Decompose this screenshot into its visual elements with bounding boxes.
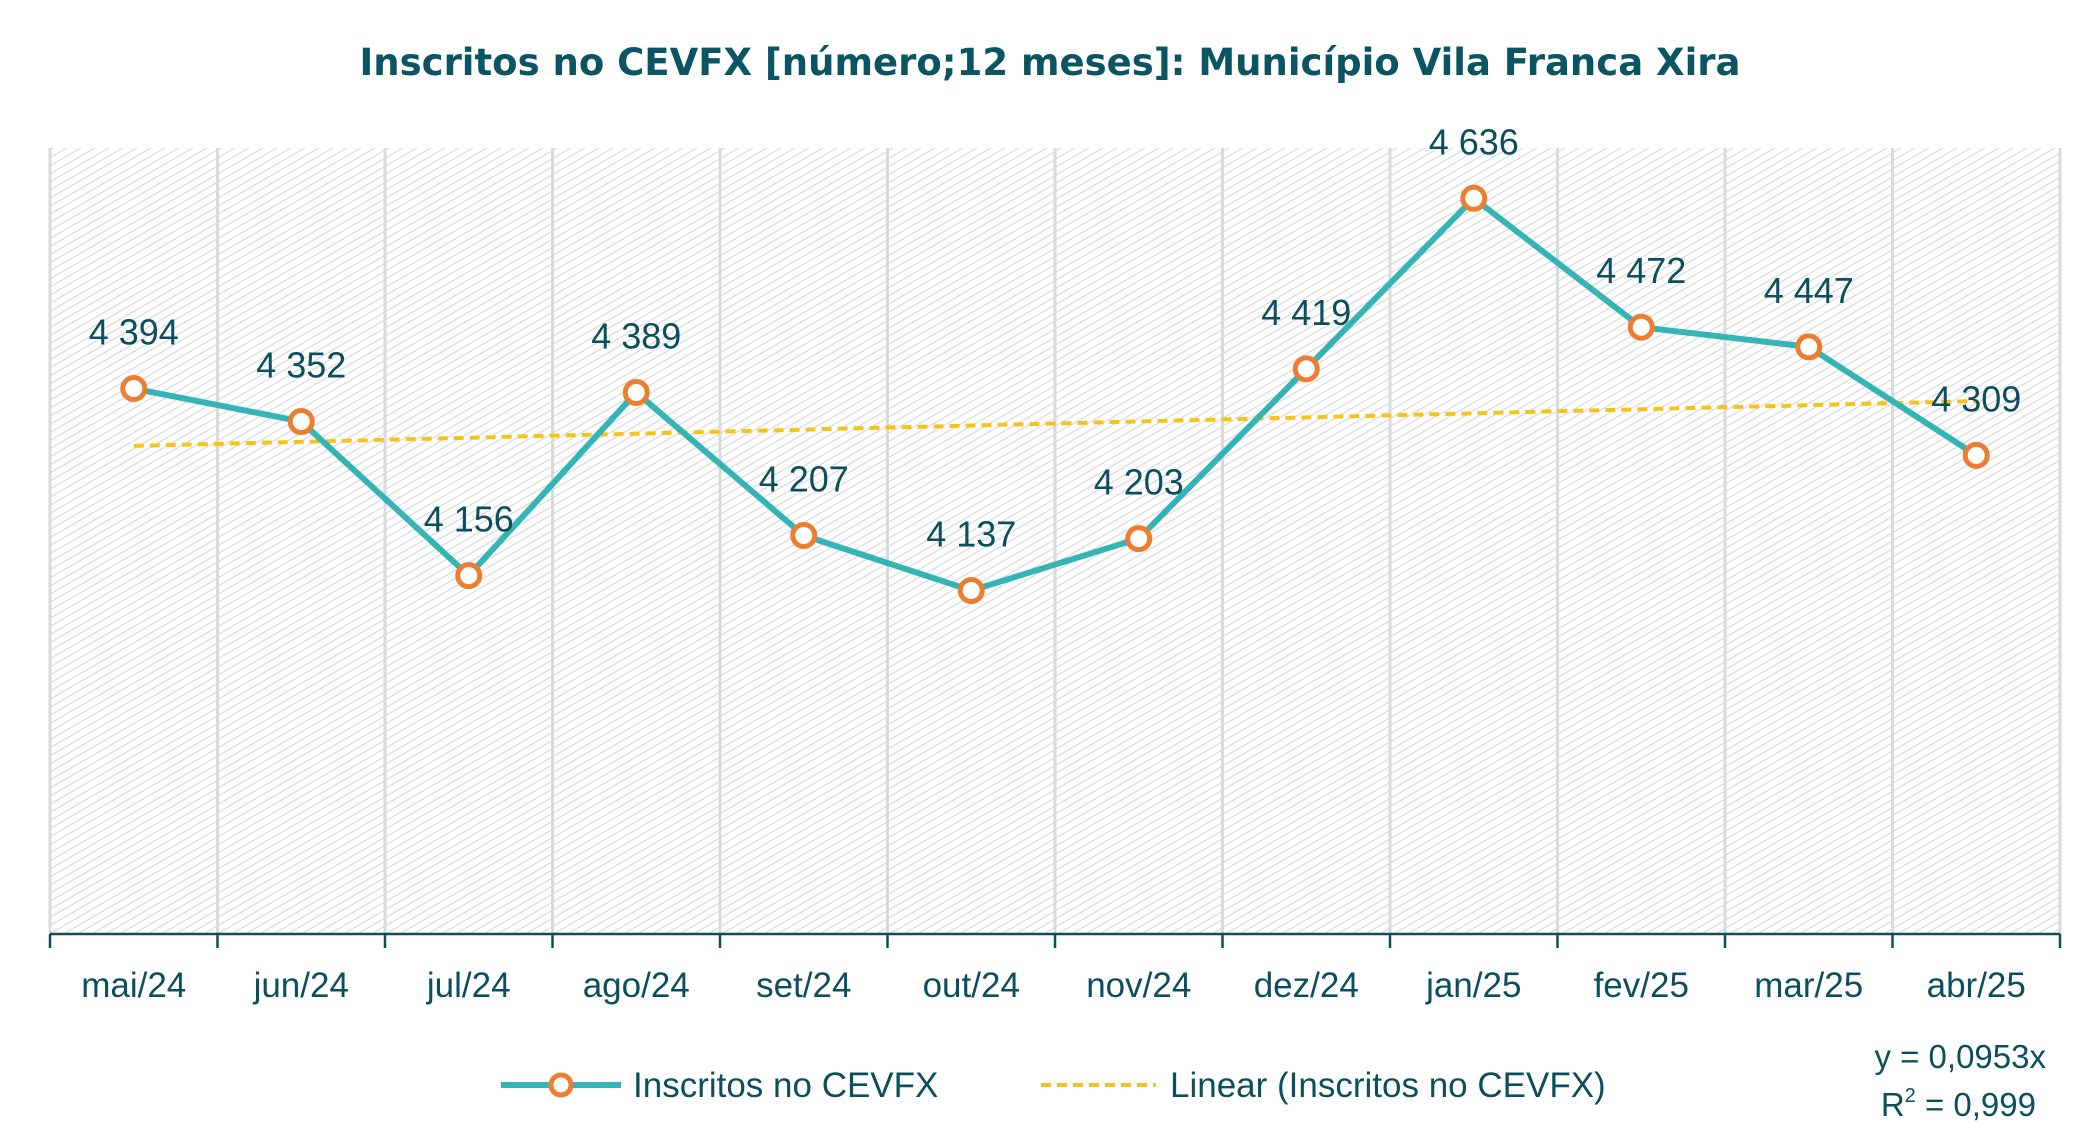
data-label: 4 636 bbox=[1429, 121, 1519, 162]
data-label: 4 207 bbox=[759, 458, 849, 499]
data-point bbox=[1125, 525, 1153, 553]
data-point bbox=[1795, 333, 1823, 361]
x-tick-label: dez/24 bbox=[1254, 966, 1359, 1005]
data-point bbox=[120, 375, 148, 403]
data-point bbox=[1292, 355, 1320, 383]
x-tick-label: ago/24 bbox=[583, 966, 690, 1005]
x-tick-label: abr/25 bbox=[1927, 966, 2026, 1005]
data-label: 4 389 bbox=[591, 315, 681, 356]
x-tick-label: nov/24 bbox=[1086, 966, 1191, 1005]
x-tick-label: set/24 bbox=[756, 966, 851, 1005]
data-label: 4 309 bbox=[1931, 378, 2021, 419]
x-tick-label: mar/25 bbox=[1754, 966, 1863, 1005]
trendline-group bbox=[133, 399, 1977, 448]
x-tick-label: jan/25 bbox=[1425, 966, 1521, 1005]
data-label: 4 394 bbox=[89, 312, 179, 353]
data-point bbox=[287, 408, 315, 436]
data-point bbox=[957, 577, 985, 605]
x-tick-label: jun/24 bbox=[253, 966, 349, 1005]
r-squared-exponent: 2 bbox=[1905, 1085, 1916, 1107]
x-axis: mai/24 jun/24 jul/24 ago/24 set/24 out/24 nov/… bbox=[48, 932, 2062, 1005]
series-group bbox=[120, 184, 1990, 605]
x-tick-label: mai/24 bbox=[81, 966, 186, 1005]
data-label: 4 447 bbox=[1764, 270, 1854, 311]
chart-title: Inscritos no CEVFX [número;12 meses]: Mu… bbox=[360, 41, 1741, 84]
x-tick-label: jul/24 bbox=[426, 966, 511, 1005]
series-line bbox=[130, 195, 1980, 594]
x-tick-label: fev/25 bbox=[1594, 966, 1689, 1005]
data-label: 4 472 bbox=[1596, 250, 1686, 291]
data-label: 4 352 bbox=[256, 345, 346, 386]
data-labels: 4 394 4 352 4 156 4 389 4 207 4 137 4 203 4 419… bbox=[89, 121, 2022, 554]
data-label: 4 419 bbox=[1261, 292, 1351, 333]
data-point bbox=[455, 562, 483, 590]
legend-label-series: Inscritos no CEVFX bbox=[633, 1066, 938, 1105]
data-point bbox=[790, 521, 818, 549]
data-label: 4 137 bbox=[926, 514, 1016, 555]
r-squared: R2 = 0,999 bbox=[1881, 1085, 2036, 1123]
legend-label-trend: Linear (Inscritos no CEVFX) bbox=[1170, 1066, 1606, 1105]
trendline bbox=[133, 399, 1977, 448]
r-squared-symbol: R bbox=[1881, 1086, 1905, 1123]
data-point bbox=[1627, 313, 1655, 341]
data-label: 4 203 bbox=[1094, 462, 1184, 503]
r-squared-value: = 0,999 bbox=[1916, 1086, 2036, 1123]
x-tick-label: out/24 bbox=[923, 966, 1020, 1005]
data-point bbox=[622, 378, 650, 406]
data-point bbox=[1460, 184, 1488, 212]
data-label: 4 156 bbox=[424, 499, 514, 540]
legend-marker-series bbox=[548, 1072, 574, 1098]
trend-equation: y = 0,0953x bbox=[1874, 1038, 2046, 1075]
gridlines bbox=[48, 148, 2062, 934]
data-point bbox=[1962, 441, 1990, 469]
legend: Inscritos no CEVFX Linear (Inscritos no … bbox=[501, 1066, 1606, 1105]
